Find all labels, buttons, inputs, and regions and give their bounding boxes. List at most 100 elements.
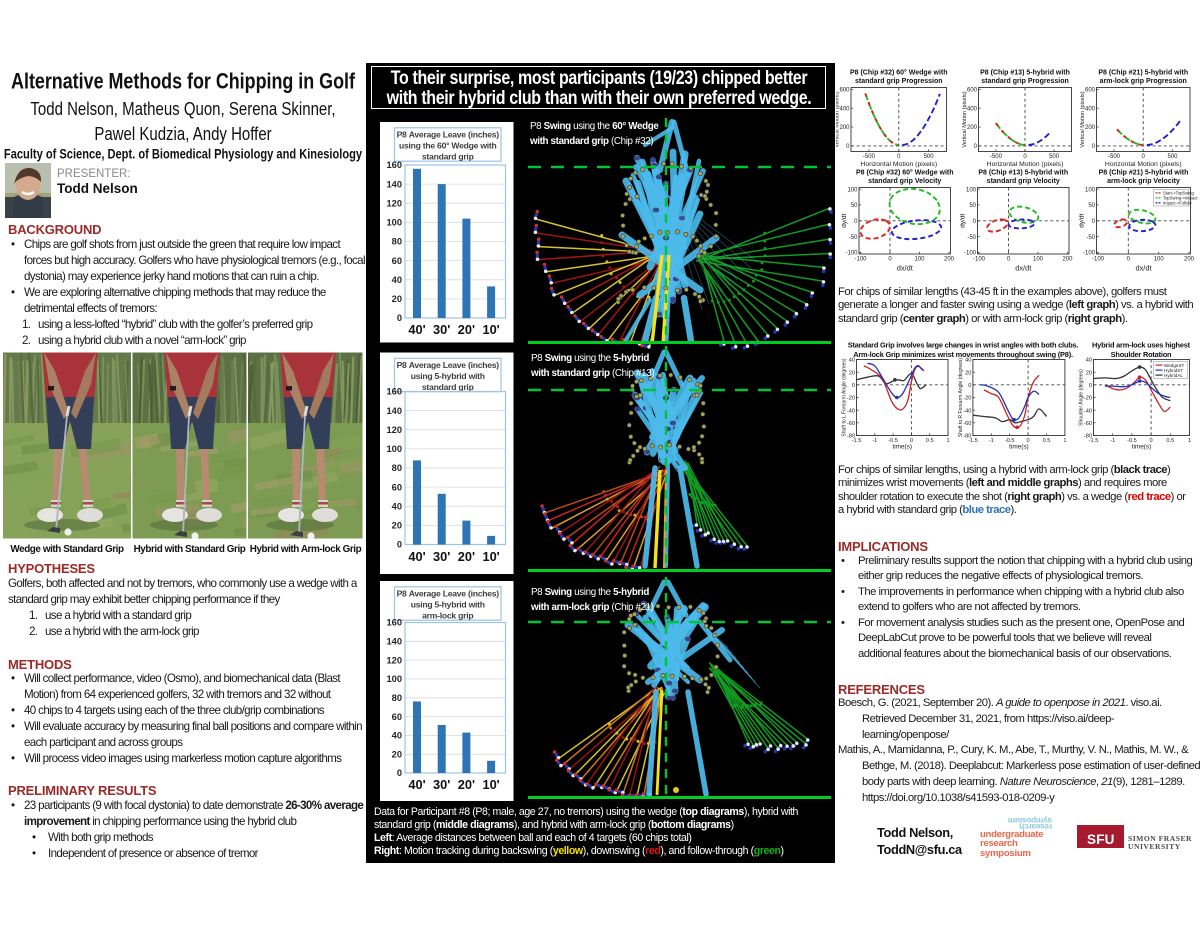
- svg-text:40: 40: [392, 275, 402, 285]
- svg-text:-1.5: -1.5: [852, 438, 862, 444]
- svg-text:standard grip Progression: standard grip Progression: [855, 78, 943, 85]
- svg-text:-80: -80: [847, 434, 855, 440]
- svg-text:600: 600: [1085, 88, 1096, 94]
- svg-text:Standard Grip involves large c: Standard Grip involves large changes in …: [848, 341, 1079, 350]
- svg-text:40: 40: [1086, 358, 1092, 364]
- svg-text:40': 40': [408, 322, 425, 337]
- svg-text:40: 40: [392, 731, 402, 741]
- svg-text:0: 0: [854, 219, 858, 225]
- svg-text:-100: -100: [973, 257, 986, 263]
- svg-text:P8 (Chip #21) 5-hybrid with: P8 (Chip #21) 5-hybrid with: [1099, 170, 1189, 177]
- svg-text:standard grip Velocity: standard grip Velocity: [868, 178, 941, 185]
- svg-text:0: 0: [910, 438, 913, 444]
- svg-text:P8 Average Leave (inches): P8 Average Leave (inches): [397, 589, 500, 599]
- svg-text:Horizontal Motion (pixels): Horizontal Motion (pixels): [860, 161, 937, 168]
- svg-text:0: 0: [1092, 144, 1096, 150]
- svg-text:dx/dt: dx/dt: [1015, 264, 1031, 273]
- svg-text:200: 200: [967, 125, 978, 131]
- svg-text:HybridAL: HybridAL: [1164, 373, 1183, 378]
- svg-text:0: 0: [1089, 383, 1092, 389]
- svg-text:30': 30': [433, 549, 450, 564]
- svg-text:0.5: 0.5: [1166, 438, 1174, 444]
- svg-text:-50: -50: [967, 235, 976, 241]
- svg-text:-1: -1: [989, 438, 994, 444]
- svg-text:20: 20: [392, 749, 402, 759]
- svg-text:dx/dt: dx/dt: [1135, 264, 1151, 273]
- svg-text:60: 60: [392, 256, 402, 266]
- svg-text:100: 100: [1154, 257, 1165, 263]
- svg-text:40': 40': [408, 777, 425, 792]
- svg-text:-500: -500: [990, 154, 1003, 160]
- svg-text:40: 40: [849, 358, 855, 364]
- svg-text:Horizontal Motion (pixels): Horizontal Motion (pixels): [1105, 161, 1182, 168]
- svg-text:100: 100: [1085, 187, 1096, 193]
- svg-text:30': 30': [433, 322, 450, 337]
- svg-text:-100: -100: [964, 251, 977, 257]
- svg-text:P8 (Chip #32) 60° Wedge with: P8 (Chip #32) 60° Wedge with: [856, 169, 954, 177]
- svg-text:-0.5: -0.5: [888, 438, 898, 444]
- svg-text:Start->TopSwing: Start->TopSwing: [1163, 191, 1195, 196]
- svg-text:HybridST: HybridST: [1164, 368, 1183, 373]
- svg-text:20': 20': [458, 549, 475, 564]
- svg-text:400: 400: [967, 106, 978, 112]
- svg-text:time(s): time(s): [1132, 444, 1152, 451]
- svg-text:30': 30': [433, 777, 450, 792]
- svg-text:-20: -20: [847, 396, 855, 402]
- svg-text:-20: -20: [1084, 396, 1092, 402]
- svg-text:standard grip: standard grip: [422, 151, 474, 161]
- svg-text:20: 20: [849, 370, 855, 376]
- svg-text:-60: -60: [963, 421, 971, 427]
- svg-text:-1: -1: [872, 438, 877, 444]
- svg-text:standard grip Velocity: standard grip Velocity: [987, 178, 1060, 185]
- svg-text:-1: -1: [1110, 438, 1115, 444]
- svg-text:20: 20: [1086, 370, 1092, 376]
- svg-text:-60: -60: [1084, 421, 1092, 427]
- svg-text:400: 400: [1085, 106, 1096, 112]
- svg-text:P8 Average Leave (inches): P8 Average Leave (inches): [397, 360, 500, 370]
- svg-text:200: 200: [1062, 257, 1073, 263]
- svg-text:50: 50: [851, 203, 858, 209]
- svg-text:0: 0: [397, 313, 402, 323]
- svg-text:0.5: 0.5: [1043, 438, 1051, 444]
- svg-text:100: 100: [386, 444, 402, 454]
- svg-text:-20: -20: [963, 396, 971, 402]
- svg-text:140: 140: [386, 406, 402, 416]
- svg-text:1: 1: [1188, 438, 1191, 444]
- svg-text:-40: -40: [963, 408, 971, 414]
- svg-text:20: 20: [965, 370, 971, 376]
- svg-text:time(s): time(s): [1009, 444, 1029, 451]
- svg-text:Arm-lock Grip minimizes wrist: Arm-lock Grip minimizes wrist movements …: [853, 350, 1073, 359]
- svg-text:80: 80: [392, 693, 402, 703]
- svg-text:-60: -60: [847, 421, 855, 427]
- svg-text:50: 50: [969, 203, 976, 209]
- svg-text:10': 10': [482, 322, 499, 337]
- svg-text:0: 0: [888, 257, 892, 263]
- svg-text:1: 1: [1063, 438, 1066, 444]
- svg-text:using 5-hybrid with: using 5-hybrid with: [411, 371, 485, 381]
- svg-text:60: 60: [392, 482, 402, 492]
- svg-text:40: 40: [965, 358, 971, 364]
- svg-text:-100: -100: [854, 257, 867, 263]
- svg-text:P8 (Chip #13) 5-hybrid with: P8 (Chip #13) 5-hybrid with: [978, 170, 1068, 177]
- svg-text:Vertical Motion (pixels): Vertical Motion (pixels): [836, 91, 841, 147]
- svg-text:P8 (Chip #21) 5-hybrid with: P8 (Chip #21) 5-hybrid with: [1098, 70, 1188, 77]
- svg-text:dy/dt: dy/dt: [841, 213, 848, 227]
- svg-text:P8 Average Leave (inches): P8 Average Leave (inches): [397, 130, 500, 140]
- svg-text:100: 100: [386, 218, 402, 228]
- svg-text:60: 60: [392, 712, 402, 722]
- svg-text:-1.5: -1.5: [1089, 438, 1099, 444]
- svg-text:Shoulder Angle (degrees): Shoulder Angle (degrees): [1079, 369, 1085, 426]
- svg-text:600: 600: [967, 88, 978, 94]
- svg-text:400: 400: [839, 106, 850, 112]
- svg-text:standard grip: standard grip: [422, 382, 474, 392]
- svg-text:160: 160: [386, 387, 402, 397]
- svg-text:600: 600: [839, 88, 850, 94]
- svg-text:0: 0: [897, 154, 901, 160]
- svg-text:500: 500: [1167, 154, 1178, 160]
- svg-text:Hybrid arm-lock uses highest: Hybrid arm-lock uses highest: [1092, 341, 1191, 350]
- svg-text:0: 0: [397, 540, 402, 550]
- svg-text:using 5-hybrid with: using 5-hybrid with: [411, 600, 485, 610]
- svg-text:40': 40': [408, 549, 425, 564]
- svg-text:200: 200: [1085, 125, 1096, 131]
- svg-text:100: 100: [847, 187, 858, 193]
